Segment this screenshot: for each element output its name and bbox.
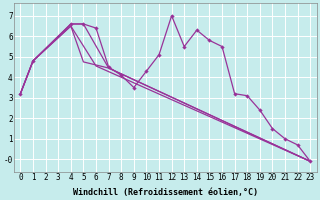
X-axis label: Windchill (Refroidissement éolien,°C): Windchill (Refroidissement éolien,°C)	[73, 188, 258, 197]
